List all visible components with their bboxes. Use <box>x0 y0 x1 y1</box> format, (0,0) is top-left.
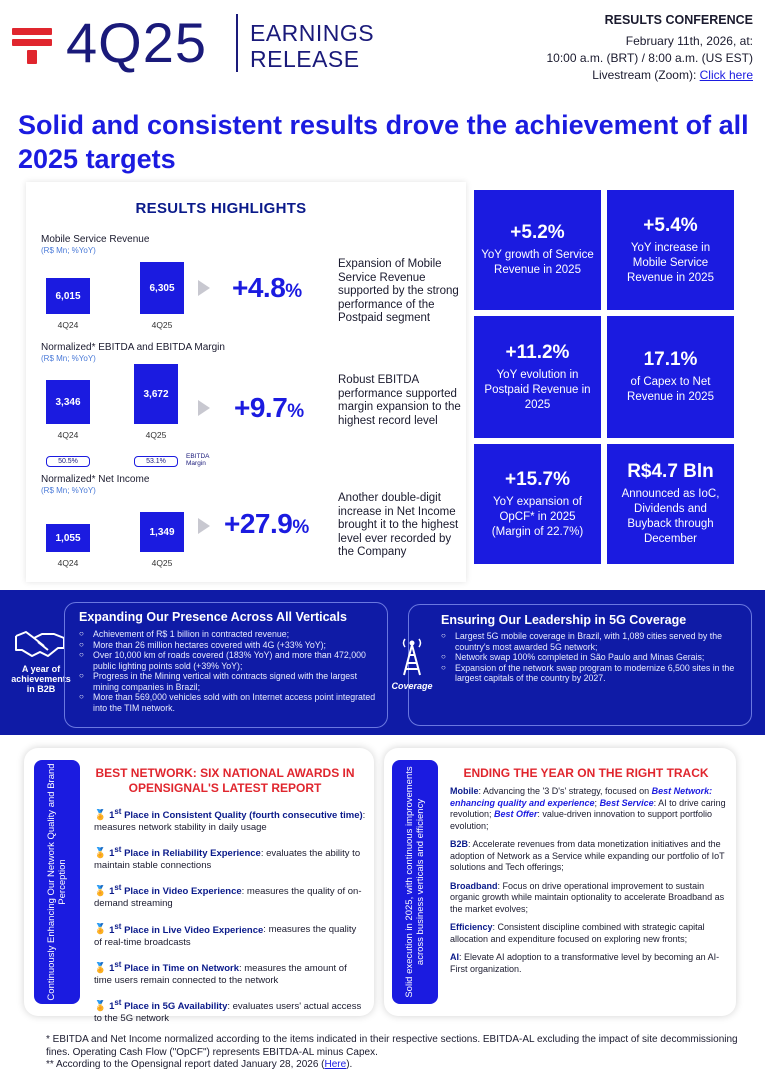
metric-sub: (R$ Mn; %YoY) <box>41 486 96 495</box>
list-item: More than 26 million hectares covered wi… <box>79 640 381 651</box>
growth-value: +4.8% <box>232 272 302 303</box>
bar-4q24: 6,015 <box>46 278 90 314</box>
livestream-link[interactable]: Click here <box>699 68 753 82</box>
metric-title: Normalized* Net Income <box>41 474 150 485</box>
award-item: 🏅 1st Place in 5G Availability: evaluate… <box>94 997 362 1024</box>
growth-value: +9.7% <box>234 392 304 423</box>
medal-icon: 🏅 <box>94 924 107 936</box>
bar-4q25: 1,349 <box>140 512 184 552</box>
b2b-label: A year of achievements in B2B <box>11 664 71 694</box>
highlights-title: RESULTS HIGHLIGHTS <box>135 200 307 217</box>
ending-side-strip: Solid execution in 2025, with continuous… <box>392 760 438 1004</box>
medal-icon: 🏅 <box>94 886 107 898</box>
award-item: 🏅 1st Place in Video Experience: measure… <box>94 883 362 910</box>
quarter-title: 4Q25 <box>66 11 207 74</box>
list-item: Progress in the Mining vertical with con… <box>79 671 381 692</box>
award-item: 🏅 1st Place in Reliability Experience: e… <box>94 845 361 872</box>
awards-title: BEST NETWORK: SIX NATIONAL AWARDS IN OPE… <box>95 766 355 795</box>
arrow-icon <box>198 400 210 416</box>
medal-icon: 🏅 <box>94 962 107 974</box>
awards-side-strip: Continuously Enhancing Our Network Quali… <box>34 760 80 1004</box>
list-item: Expansion of the network swap program to… <box>441 663 741 684</box>
ai-paragraph: AI: Elevate AI adoption to a transformat… <box>450 952 720 974</box>
broadband-paragraph: Broadband: Focus on drive operational im… <box>450 880 725 914</box>
ending-year-card: Solid execution in 2025, with continuous… <box>384 748 736 1016</box>
metric-title: Normalized* EBITDA and EBITDA Margin <box>41 342 225 353</box>
kpi-tile: R$4.7 Bln Announced as IoC, Dividends and… <box>607 444 734 564</box>
award-item: 🏅 1st Place in Live Video Experience: me… <box>94 921 357 948</box>
ending-content: Mobile: Advancing the '3 D's' strategy, … <box>450 786 726 982</box>
bar-4q24: 1,055 <box>46 524 90 552</box>
ending-strip-text: Solid execution in 2025, with continuous… <box>404 766 426 998</box>
metric-description: Another double-digit increase in Net Inc… <box>338 492 459 558</box>
5g-list: Largest 5G mobile coverage in Brazil, wi… <box>441 631 741 684</box>
arrow-icon <box>198 280 210 296</box>
arrow-icon <box>198 518 210 534</box>
earnings-release-label: EARNINGS RELEASE <box>250 20 375 72</box>
footnote-2: ** According to the Opensignal report da… <box>46 1059 353 1070</box>
bar-label: 4Q24 <box>57 430 79 440</box>
5g-coverage-box: Coverage Ensuring Our Leadership in 5G C… <box>391 604 752 726</box>
growth-value: +27.9% <box>224 508 309 539</box>
metric-sub: (R$ Mn; %YoY) <box>41 246 96 255</box>
kpi-tile: +5.2% YoY growth of Service Revenue in 20… <box>474 190 601 310</box>
results-conference-info: RESULTS CONFERENCE February 11th, 2026, … <box>546 13 753 82</box>
metric-sub: (R$ Mn; %YoY) <box>41 354 96 363</box>
kpi-tile: 17.1% of Capex to Net Revenue in 2025 <box>607 316 734 438</box>
awards-strip-text: Continuously Enhancing Our Network Quali… <box>46 763 68 1001</box>
margin-legend: EBITDA Margin <box>186 453 210 467</box>
handshake-icon <box>15 631 65 657</box>
mobile-paragraph: Mobile: Advancing the '3 D's' strategy, … <box>450 786 726 831</box>
metric-description: Expansion of Mobile Service Revenue supp… <box>338 258 459 324</box>
bar-4q25: 3,672 <box>134 364 178 424</box>
medal-icon: 🏅 <box>94 810 107 822</box>
kpi-tile: +11.2% YoY evolution in Postpaid Revenue … <box>474 316 601 438</box>
metric-title: Mobile Service Revenue <box>41 234 150 245</box>
page-headline: Solid and consistent results drove the a… <box>18 110 749 174</box>
achievements-band: A year of achievements in B2B Expanding … <box>0 590 765 735</box>
verticals-title: Expanding Our Presence Across All Vertic… <box>79 610 347 624</box>
bar-label: 4Q24 <box>57 320 79 330</box>
list-item: Achievement of R$ 1 billion in contracte… <box>79 629 381 640</box>
margin-badge: 50.5% <box>46 456 90 467</box>
kpi-tile: +15.7% YoY expansion of OpCF* in 2025 (Ma… <box>474 444 601 564</box>
opensignal-report-link[interactable]: Here <box>324 1059 347 1070</box>
bar-4q25: 6,305 <box>140 262 184 314</box>
medal-icon: 🏅 <box>94 1000 107 1012</box>
footnotes: * EBITDA and Net Income normalized accor… <box>46 1034 746 1072</box>
bar-label: 4Q25 <box>151 320 173 330</box>
margin-badge: 53.1% <box>134 456 178 467</box>
list-item: More than 569,000 vehicles sold with on … <box>79 692 381 713</box>
antenna-tower-icon <box>402 638 422 676</box>
header-divider <box>236 14 238 72</box>
bar-label: 4Q25 <box>145 430 167 440</box>
list-item: Network swap 100% completed in São Paulo… <box>441 652 741 663</box>
list-item: Over 10,000 km of roads covered (183% Yo… <box>79 650 381 671</box>
efficiency-paragraph: Efficiency: Consistent discipline combin… <box>450 922 705 944</box>
tim-logo <box>12 28 52 64</box>
kpi-tile: +5.4% YoY increase in Mobile Service Reve… <box>607 190 734 310</box>
ending-title: ENDING THE YEAR ON THE RIGHT TRACK <box>463 766 709 780</box>
award-item: 🏅 1st Place in Consistent Quality (fourt… <box>94 807 366 834</box>
bar-4q24: 3,346 <box>46 380 90 424</box>
results-highlights-card: RESULTS HIGHLIGHTS Mobile Service Revenu… <box>26 182 466 582</box>
footnote-1: * EBITDA and Net Income normalized accor… <box>46 1034 738 1058</box>
list-item: Largest 5G mobile coverage in Brazil, wi… <box>441 631 741 652</box>
verticals-list: Achievement of R$ 1 billion in contracte… <box>79 629 381 713</box>
coverage-label: Coverage <box>391 681 433 691</box>
bar-label: 4Q24 <box>57 558 79 568</box>
bar-label: 4Q25 <box>151 558 173 568</box>
award-item: 🏅 1st Place in Time on Network: measures… <box>94 959 347 986</box>
b2b-paragraph: B2B: Accelerate revenues from data monet… <box>450 839 725 872</box>
5g-title: Ensuring Our Leadership in 5G Coverage <box>441 613 687 627</box>
medal-icon: 🏅 <box>94 848 107 860</box>
verticals-box: Expanding Our Presence Across All Vertic… <box>64 602 388 728</box>
metric-description: Robust EBITDA performance supported marg… <box>338 374 461 427</box>
awards-list: 🏅 1st Place in Consistent Quality (fourt… <box>94 806 366 1025</box>
awards-card: Continuously Enhancing Our Network Quali… <box>24 748 374 1024</box>
